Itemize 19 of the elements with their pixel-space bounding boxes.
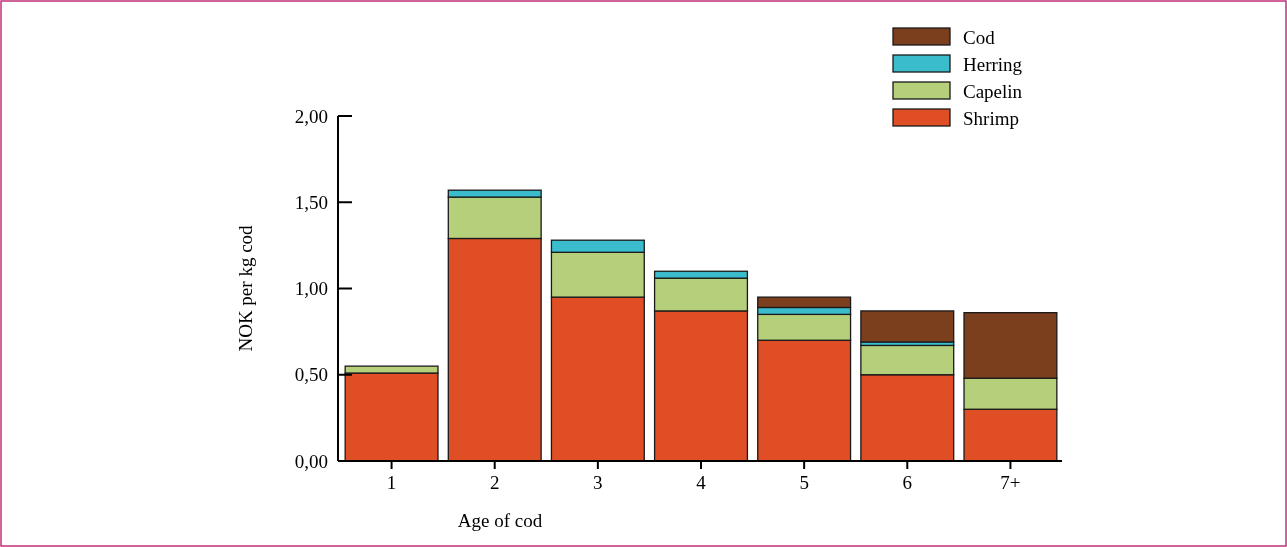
y-axis-title: NOK per kg cod — [235, 224, 256, 352]
y-tick-label: 0,00 — [294, 450, 328, 472]
x-tick-label: 2 — [489, 472, 500, 493]
legend-label: Herring — [963, 53, 1023, 75]
x-tick-label: 5 — [799, 472, 809, 493]
x-tick-label: 7+ — [1000, 472, 1021, 493]
bar — [860, 310, 955, 343]
x-tick-label: 4 — [696, 472, 707, 493]
x-tick-label: 1 — [386, 472, 397, 493]
y-tick-label: 1,50 — [294, 191, 328, 213]
y-tick-label: 2,00 — [294, 105, 328, 127]
y-tick-label: 0,50 — [294, 364, 328, 386]
x-tick-label: 6 — [902, 472, 913, 493]
legend-label: Shrimp — [963, 107, 1019, 129]
x-tick-label: 3 — [593, 472, 603, 493]
x-axis-title: Age of cod — [457, 510, 543, 531]
y-tick-label: 1,00 — [294, 278, 328, 300]
legend-label: Capelin — [963, 80, 1023, 102]
legend-label: Cod — [963, 26, 996, 48]
